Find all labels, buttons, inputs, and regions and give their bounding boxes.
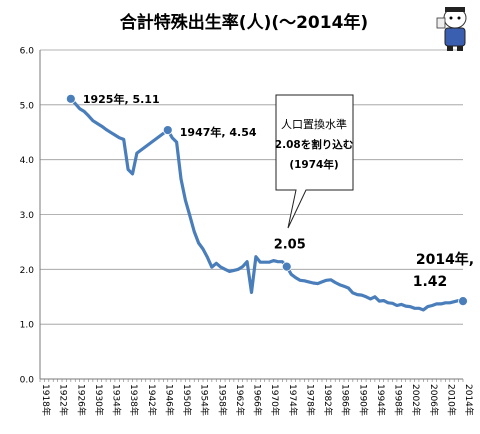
x-tick-label: 1918年 [40, 384, 52, 416]
callout-line-1: 人口置換水準 [281, 117, 347, 131]
data-label-1974: 2.05 [274, 238, 306, 253]
data-label-1947: 1947年, 4.54 [180, 125, 257, 139]
axes: 0.0 1.0 2.0 3.0 4.0 5.0 6.0 1918年 1922年 1926年 1930… [20, 47, 475, 416]
y-tick-label: 6.0 [20, 47, 35, 57]
y-tick-label: 0.0 [20, 376, 35, 386]
x-tick-label: 2002年 [410, 384, 422, 416]
x-tick-label: 1986年 [340, 384, 352, 416]
x-tick-label: 1954年 [199, 384, 211, 416]
x-tick-label: 1930年 [93, 384, 105, 416]
data-label-1925: 1925年, 5.11 [83, 92, 160, 106]
y-tick-label: 3.0 [20, 211, 35, 221]
x-tick-label: 1922年 [58, 384, 70, 416]
x-tick-label: 1934年 [111, 384, 123, 416]
x-tick-label: 1978年 [304, 384, 316, 416]
highlight-marker [458, 296, 468, 307]
x-tick-label: 1938年 [128, 384, 140, 416]
highlight-marker [281, 261, 292, 272]
x-tick-label: 2014年 [463, 384, 475, 416]
callout-line-3: (1974年) [289, 158, 338, 171]
x-tick-label: 2006年 [428, 384, 440, 416]
x-tick-label: 1946年 [163, 384, 175, 416]
x-tick-label: 1926年 [75, 384, 87, 416]
x-tick-label: 1998年 [393, 384, 405, 416]
callout-line-2: 2.08を割り込む [275, 138, 353, 151]
highlight-marker [162, 125, 173, 135]
highlight-marker [65, 93, 76, 104]
highlight-points [65, 93, 468, 307]
x-tick-label: 1958年 [216, 384, 228, 416]
y-tick-label: 2.0 [20, 266, 35, 276]
x-tick-label: 2010年 [445, 384, 457, 416]
data-label-2014-year: 2014年, [416, 251, 474, 268]
x-tick-label: 1990年 [357, 384, 369, 416]
data-label-2014-value: 1.42 [413, 274, 448, 290]
x-tick-label: 1950年 [181, 384, 193, 416]
x-tick-label: 1994年 [375, 384, 387, 416]
x-tick-label: 1942年 [146, 384, 158, 416]
y-tick-label: 1.0 [20, 321, 35, 331]
x-tick-label: 1970年 [269, 384, 281, 416]
x-tick-label: 1962年 [234, 384, 246, 416]
grid-lines [40, 49, 463, 380]
y-tick-label: 5.0 [20, 101, 35, 111]
series-line-group [69, 97, 465, 312]
data-labels: 1925年, 5.11 1947年, 4.54 2.05 2014年, 1.42 [83, 92, 474, 290]
y-tick-label: 4.0 [20, 156, 35, 166]
mascot-icon [436, 7, 467, 51]
callout-box: 人口置換水準 2.08を割り込む (1974年) [275, 94, 354, 229]
chart-title: 合計特殊出生率(人)(～2014年) [120, 12, 368, 33]
x-tick-label: 1982年 [322, 384, 334, 416]
callout-shape [275, 94, 354, 229]
series-line-0 [69, 97, 465, 312]
x-tick-label: 1974年 [287, 384, 299, 416]
x-tick-label: 1966年 [252, 384, 264, 416]
